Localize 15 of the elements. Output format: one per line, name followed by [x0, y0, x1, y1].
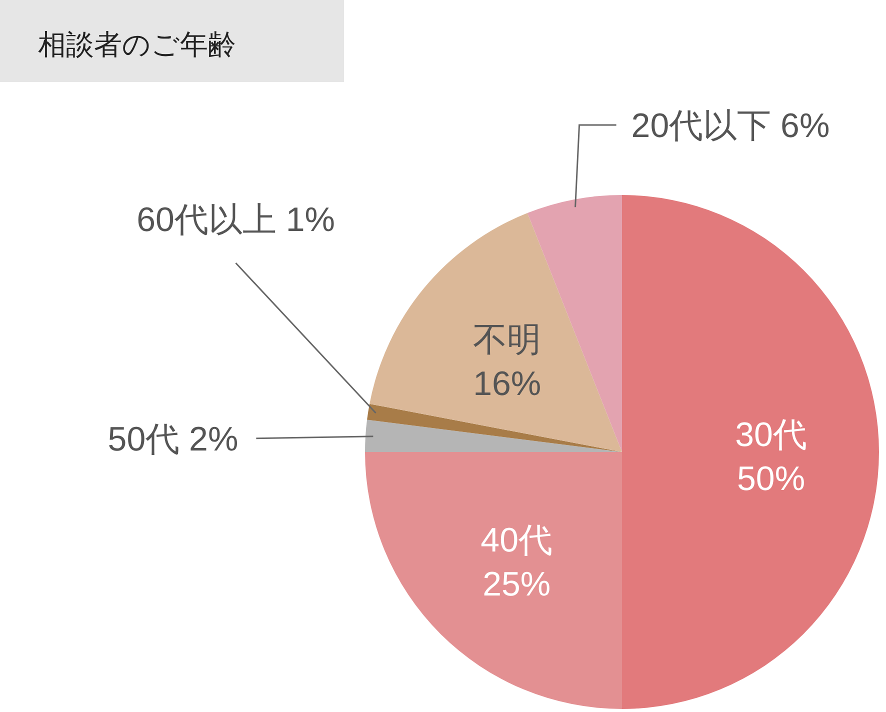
- pie-slice: [622, 195, 878, 709]
- chart-title: 相談者のご年齢: [38, 29, 236, 60]
- pie-slice: [367, 404, 622, 452]
- slice-label: 20代以下 6%: [631, 107, 830, 145]
- data-label: 25%: [482, 565, 551, 604]
- slice-label: 60代以上 1%: [136, 201, 335, 239]
- data-label: 16%: [473, 364, 542, 403]
- slice-label: 30代: [735, 416, 807, 454]
- pie-slice: [365, 452, 622, 709]
- slice-label: 不明: [473, 320, 542, 359]
- slice-label: 40代: [480, 521, 553, 560]
- data-label: 50%: [737, 460, 806, 498]
- pie-slice: [365, 420, 622, 452]
- pie-slice: [370, 213, 622, 452]
- slice-label: 50代 2%: [108, 420, 238, 458]
